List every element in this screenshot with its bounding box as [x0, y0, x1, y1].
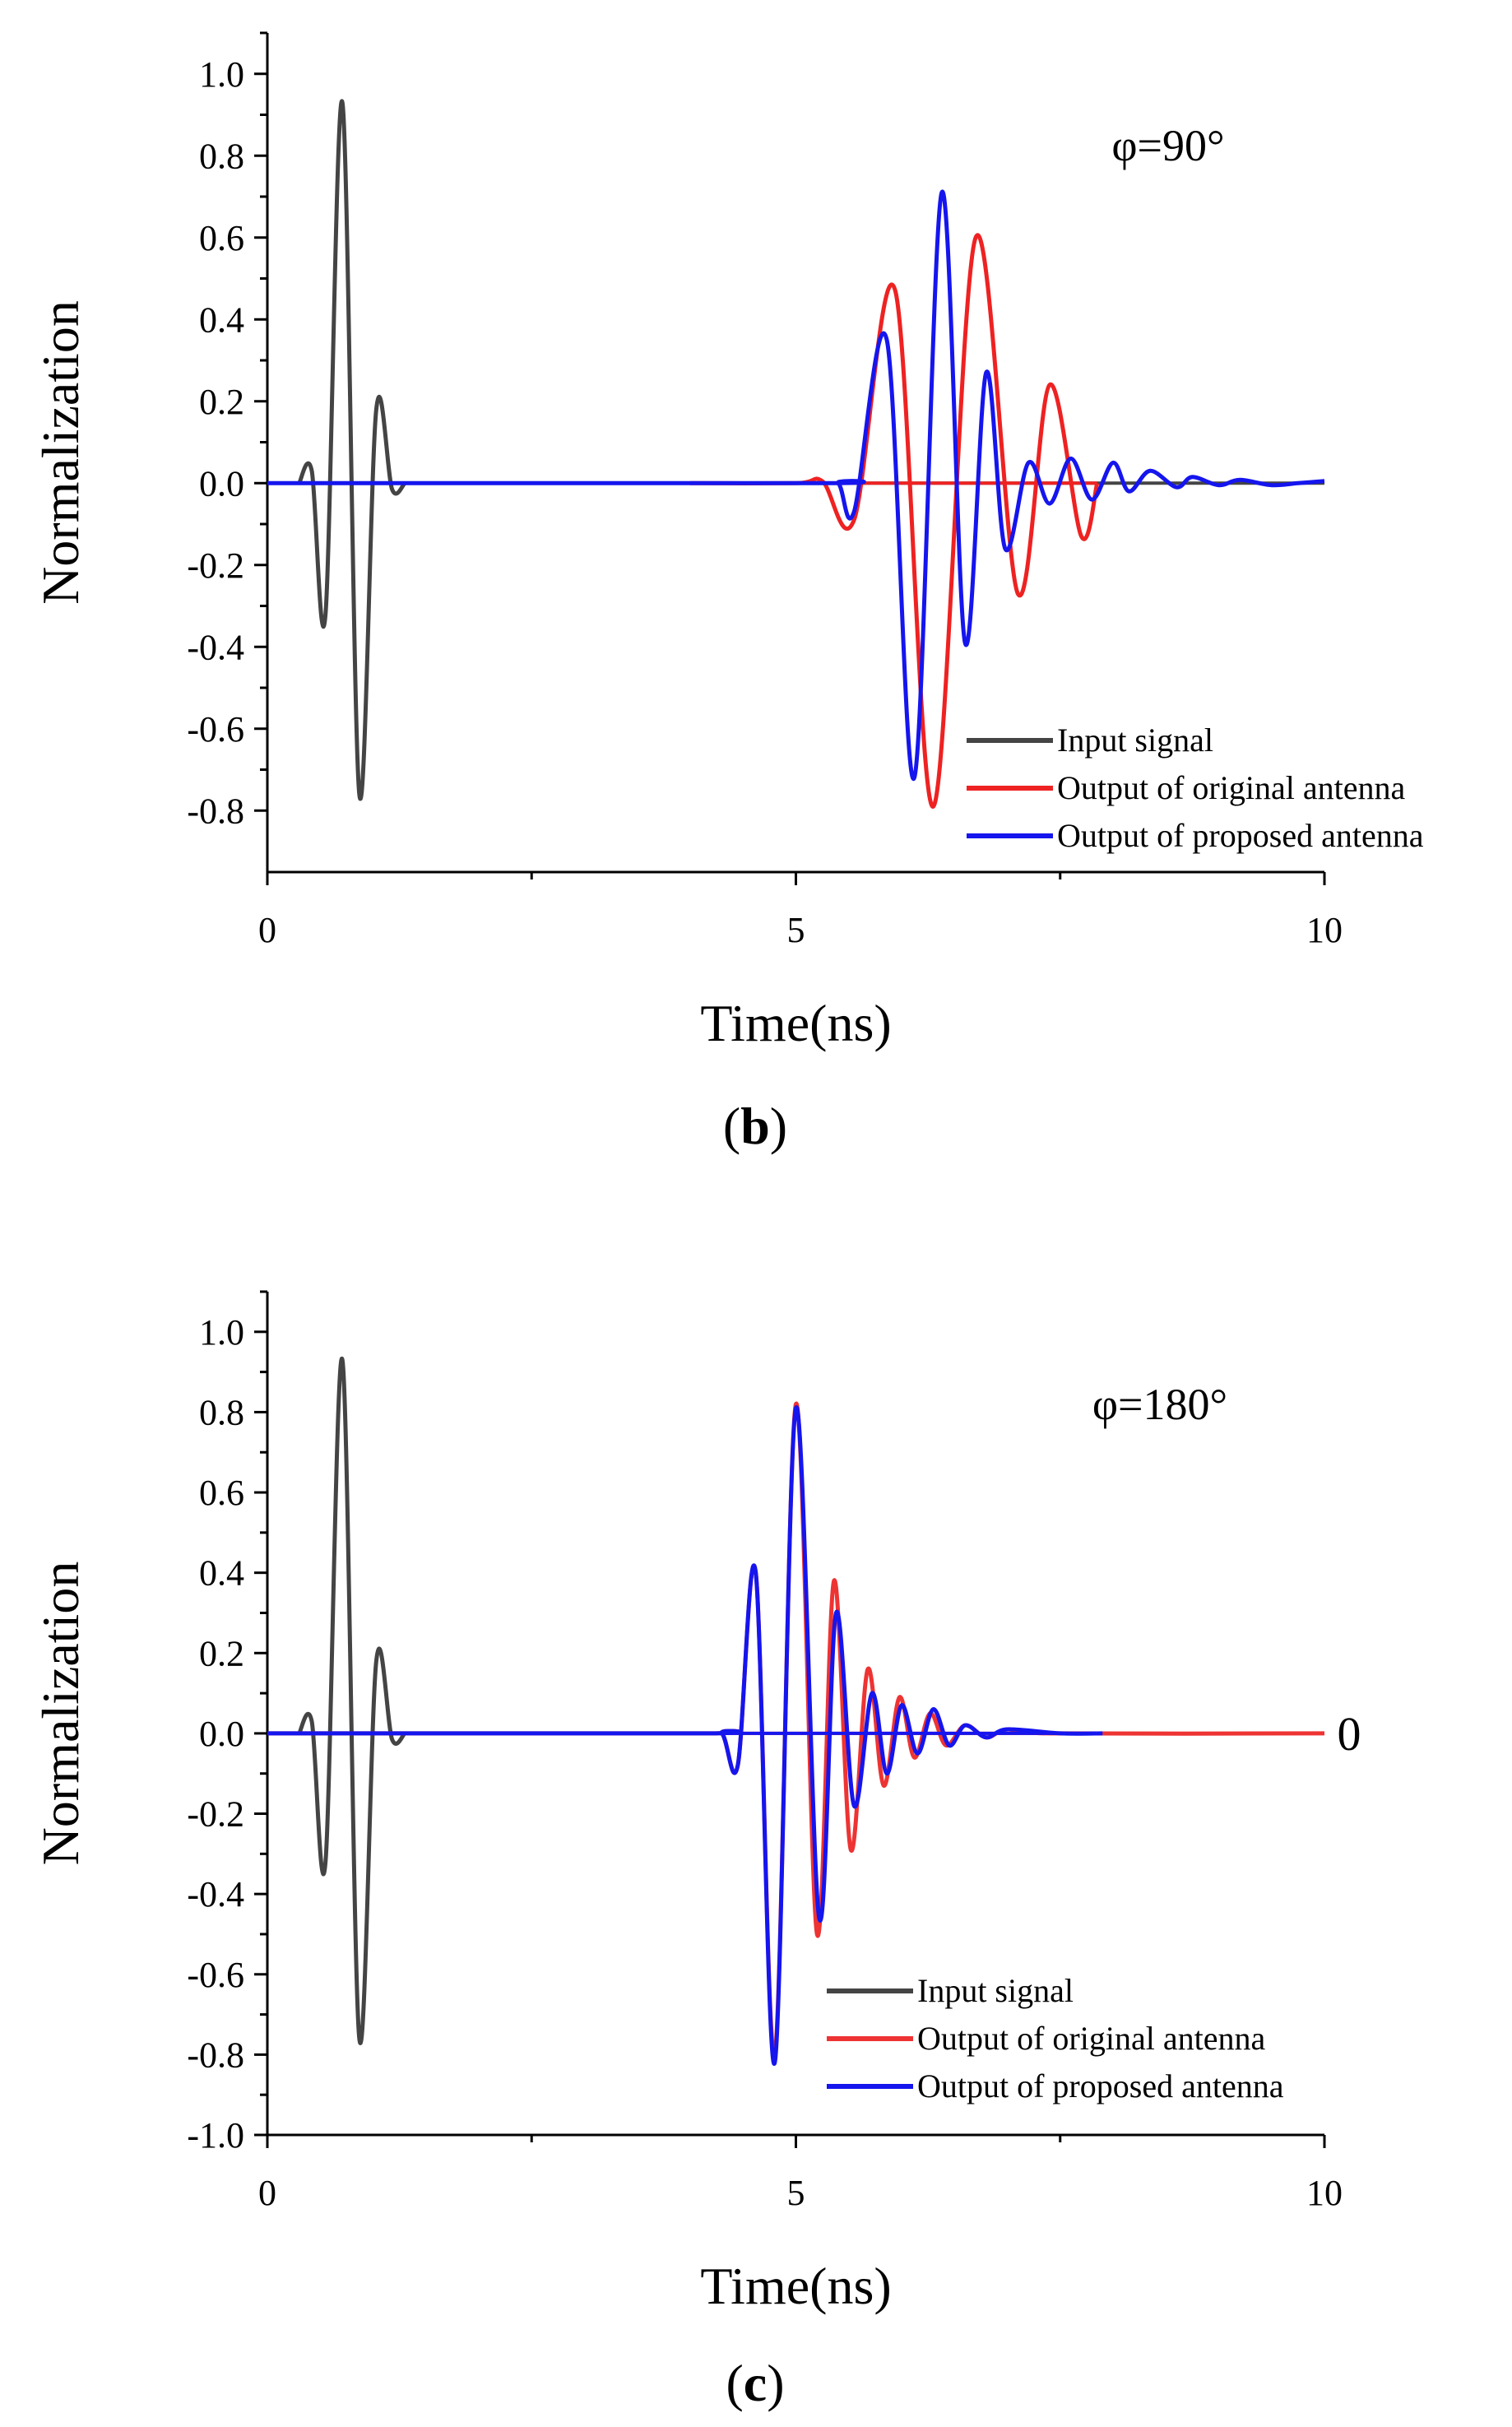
y-tick-label: 0.0 [199, 463, 244, 503]
series-line-1 [689, 233, 1100, 809]
y-tick-label: -0.4 [187, 627, 244, 667]
end-value-label: 0 [1338, 1707, 1361, 1761]
x-tick-label: 0 [258, 2173, 276, 2213]
y-tick-label: 0.4 [199, 1553, 244, 1594]
y-axis-title: Normalization [31, 1562, 90, 1866]
panel-b: -0.8 -0.6 -0.4 -0.2 0.0 0.2 0.4 0.6 0.8 1.0 0 5 10 No… [31, 31, 1424, 1155]
series-line-1 [267, 1402, 1325, 2058]
y-tick-label: -0.2 [187, 1794, 244, 1835]
y-tick-label: 0.2 [199, 1633, 244, 1673]
y-tick-label: -0.8 [187, 2035, 244, 2075]
angle-annotation: φ=180° [1092, 1380, 1227, 1429]
y-tick-label: 0.6 [199, 1473, 244, 1513]
legend-label: Output of original antenna [1057, 769, 1405, 806]
panel-c: -1.0 -0.8 -0.6 -0.4 -0.2 0.0 0.2 0.4 0.6 0.8 1.0 0 5… [31, 1290, 1361, 2412]
legend-label: Output of original antenna [917, 2020, 1265, 2057]
series-line-0 [297, 1356, 406, 2045]
y-tick-label: 0.4 [199, 299, 244, 340]
legend-label: Input signal [1057, 722, 1213, 759]
y-axis-title: Normalization [31, 300, 90, 605]
x-tick-label: 5 [787, 2173, 805, 2213]
y-tick-label: 1.0 [199, 1312, 244, 1353]
y-tick-label: 0.8 [199, 1392, 244, 1432]
y-tick-label: -1.0 [187, 2115, 244, 2156]
series-line-0 [297, 99, 406, 801]
panel-label: (c) [726, 2354, 784, 2412]
y-tick-label: -0.6 [187, 1955, 244, 1995]
x-axis-title: Time(ns) [700, 994, 891, 1052]
y-tick-label: 0.8 [199, 136, 244, 176]
y-tick-label: 0.0 [199, 1714, 244, 1754]
y-tick-label: 0.2 [199, 382, 244, 422]
x-tick-label: 10 [1306, 2173, 1343, 2213]
y-tick-label: -0.6 [187, 709, 244, 749]
x-tick-label: 5 [787, 910, 805, 950]
series-line-2 [267, 189, 1325, 781]
y-tick-label: 0.6 [199, 218, 244, 258]
y-tick-label: -0.2 [187, 545, 244, 586]
legend-label: Output of proposed antenna [917, 2067, 1284, 2104]
x-axis-title: Time(ns) [700, 2257, 891, 2315]
x-tick-label: 10 [1306, 910, 1343, 950]
y-tick-label: -0.4 [187, 1874, 244, 1914]
angle-annotation: φ=90° [1111, 121, 1224, 170]
panel-label: (b) [723, 1097, 787, 1155]
legend-label: Input signal [917, 1972, 1074, 2009]
x-tick-label: 0 [258, 910, 276, 950]
y-tick-label: 1.0 [199, 54, 244, 95]
y-tick-label: -0.8 [187, 791, 244, 831]
series-line-2 [267, 1405, 1103, 2066]
legend-label: Output of proposed antenna [1057, 817, 1424, 854]
